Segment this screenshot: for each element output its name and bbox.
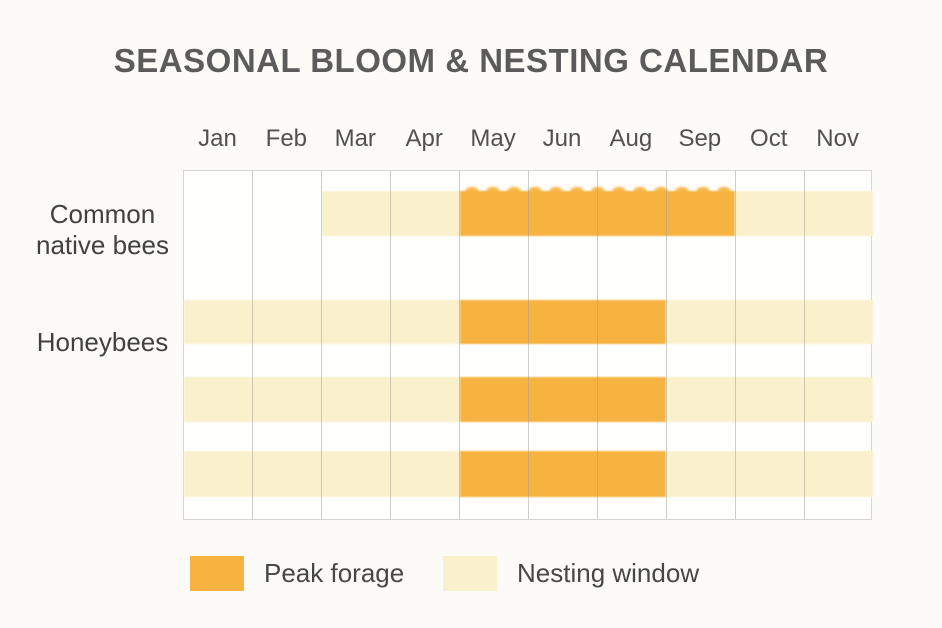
grid-column-line: [459, 171, 461, 519]
legend-swatch-nesting: [443, 555, 497, 591]
month-label-nov: Nov: [816, 125, 859, 152]
month-label-feb: Feb: [265, 125, 308, 152]
month-label-aug: Aug: [609, 125, 653, 152]
legend-item-peak: Peak forage: [190, 555, 404, 591]
month-label-jun: Jun: [542, 125, 582, 152]
grid-column-line: [803, 171, 805, 519]
legend-label-nesting: Nesting window: [517, 557, 700, 588]
grid-column-line: [734, 171, 736, 519]
band-row3-peak-may-aug: [459, 377, 667, 422]
calendar-grid: [183, 170, 873, 520]
grid-column-line: [252, 171, 254, 519]
band-row3-nesting-sep-nov: [666, 377, 873, 422]
month-axis: Jan Feb Mar Apr May Jun Aug Sep Oct Nov: [183, 118, 872, 160]
month-label-jan: Jan: [198, 125, 237, 152]
band-row4-nesting-sep-nov: [666, 451, 873, 497]
grid-column-line: [596, 171, 598, 519]
legend-item-nesting: Nesting window: [443, 555, 699, 591]
band-row2-nesting-sep-nov: [666, 300, 873, 344]
row-label-common-native-bees: Common native bees: [36, 199, 169, 260]
grid-column-line: [321, 171, 323, 519]
grid-column-line: [665, 171, 667, 519]
chart-title: SEASONAL BLOOM & NESTING CALENDAR: [113, 42, 829, 79]
month-label-apr: Apr: [405, 125, 443, 152]
row-label-honeybees: Honeybees: [36, 327, 169, 357]
grid-column-line: [390, 171, 392, 519]
band-row2-peak-may-aug: [459, 300, 667, 344]
month-label-oct: Oct: [750, 125, 788, 152]
band-row4-peak-may-aug: [459, 451, 667, 497]
grid-column-line: [528, 171, 529, 519]
month-label-may: May: [470, 125, 516, 152]
month-label-mar: Mar: [334, 125, 376, 152]
legend-swatch-peak: [190, 555, 244, 591]
legend-label-peak: Peak forage: [264, 557, 405, 588]
month-label-sep: Sep: [678, 125, 722, 152]
